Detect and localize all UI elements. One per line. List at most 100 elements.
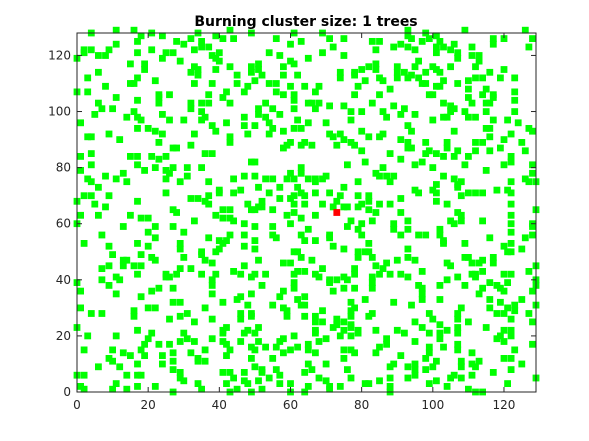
tree-marker <box>130 307 138 315</box>
tree-marker <box>276 111 284 118</box>
tree-marker <box>255 105 262 113</box>
tree-marker <box>183 164 191 171</box>
tree-marker <box>312 349 319 357</box>
tree-marker <box>127 80 134 87</box>
tree-marker <box>230 175 237 183</box>
tree-marker <box>141 340 148 348</box>
tree-marker <box>262 99 269 107</box>
tree-marker <box>198 99 205 107</box>
tree-marker <box>372 349 380 357</box>
tree-marker <box>105 242 113 250</box>
tree-marker <box>361 248 369 256</box>
tree-marker <box>169 164 177 171</box>
tree-marker <box>198 164 205 171</box>
tree-marker <box>151 164 159 171</box>
tree-marker <box>159 352 166 359</box>
tree-marker <box>290 96 298 104</box>
tree-marker <box>326 35 333 42</box>
tree-marker <box>425 35 433 42</box>
tree-marker <box>472 113 479 121</box>
tree-marker <box>401 329 408 337</box>
tree-marker <box>504 186 511 194</box>
tree-marker <box>344 161 351 169</box>
tree-marker <box>134 270 141 278</box>
tree-marker <box>447 217 454 225</box>
tree-marker <box>258 71 266 79</box>
tree-marker <box>454 340 462 348</box>
tree-marker <box>208 52 216 59</box>
tree-marker <box>486 133 494 141</box>
tree-marker <box>148 287 156 295</box>
tree-marker <box>429 315 437 323</box>
x-tick-label: 80 <box>354 398 369 412</box>
tree-marker <box>280 63 287 71</box>
tree-marker <box>251 158 259 166</box>
tree-marker <box>162 270 170 278</box>
tree-marker <box>237 186 245 194</box>
tree-marker <box>191 217 198 225</box>
tree-marker <box>159 54 166 62</box>
tree-marker <box>248 343 255 351</box>
tree-marker <box>98 231 106 239</box>
tree-marker <box>77 153 84 160</box>
tree-marker <box>443 383 451 390</box>
x-tick-label: 60 <box>283 398 298 412</box>
tree-marker <box>500 310 508 317</box>
tree-marker <box>433 49 440 57</box>
tree-marker <box>397 155 405 163</box>
tree-marker <box>105 130 113 138</box>
tree-marker <box>443 113 451 121</box>
tree-marker <box>340 346 348 354</box>
tree-marker <box>450 371 458 379</box>
tree-marker <box>443 326 451 334</box>
tree-marker <box>465 385 472 393</box>
tree-marker <box>166 273 173 281</box>
tree-marker <box>368 217 376 225</box>
tree-marker <box>280 144 287 152</box>
tree-marker <box>397 352 405 359</box>
tree-marker <box>450 40 458 48</box>
tree-marker <box>112 380 120 387</box>
tree-marker <box>169 144 177 152</box>
tree-marker <box>290 332 298 340</box>
tree-marker <box>148 46 156 54</box>
tree-marker <box>144 335 152 343</box>
tree-marker <box>465 113 472 121</box>
tree-marker <box>159 360 166 368</box>
tree-marker <box>169 284 177 292</box>
tree-marker <box>226 26 234 34</box>
tree-marker <box>233 80 241 87</box>
tree-marker <box>418 296 426 303</box>
tree-marker <box>447 262 454 270</box>
tree-marker <box>102 203 109 211</box>
tree-marker <box>475 259 483 267</box>
tree-marker <box>489 369 497 376</box>
tree-marker <box>500 35 508 42</box>
tree-marker <box>489 259 497 267</box>
tree-marker <box>134 197 141 205</box>
tree-marker <box>169 349 177 357</box>
tree-marker <box>368 310 376 317</box>
tree-marker <box>276 293 284 301</box>
tree-marker <box>187 105 195 113</box>
tree-marker <box>472 74 479 82</box>
tree-marker <box>98 276 106 284</box>
tree-marker <box>290 125 298 132</box>
tree-marker <box>223 324 230 331</box>
tree-marker <box>109 385 116 393</box>
tree-marker <box>511 346 519 354</box>
tree-marker <box>329 203 337 211</box>
y-tick-label: 100 <box>48 105 71 119</box>
tree-marker <box>497 144 504 152</box>
tree-marker <box>507 153 515 160</box>
tree-marker <box>265 119 273 127</box>
tree-marker <box>290 192 298 200</box>
tree-marker <box>201 197 209 205</box>
tree-marker <box>173 270 180 278</box>
tree-marker <box>354 178 362 186</box>
tree-marker <box>443 144 451 152</box>
tree-marker <box>280 259 287 267</box>
tree-marker <box>507 248 515 256</box>
tree-marker <box>187 68 195 76</box>
tree-marker <box>134 38 141 45</box>
